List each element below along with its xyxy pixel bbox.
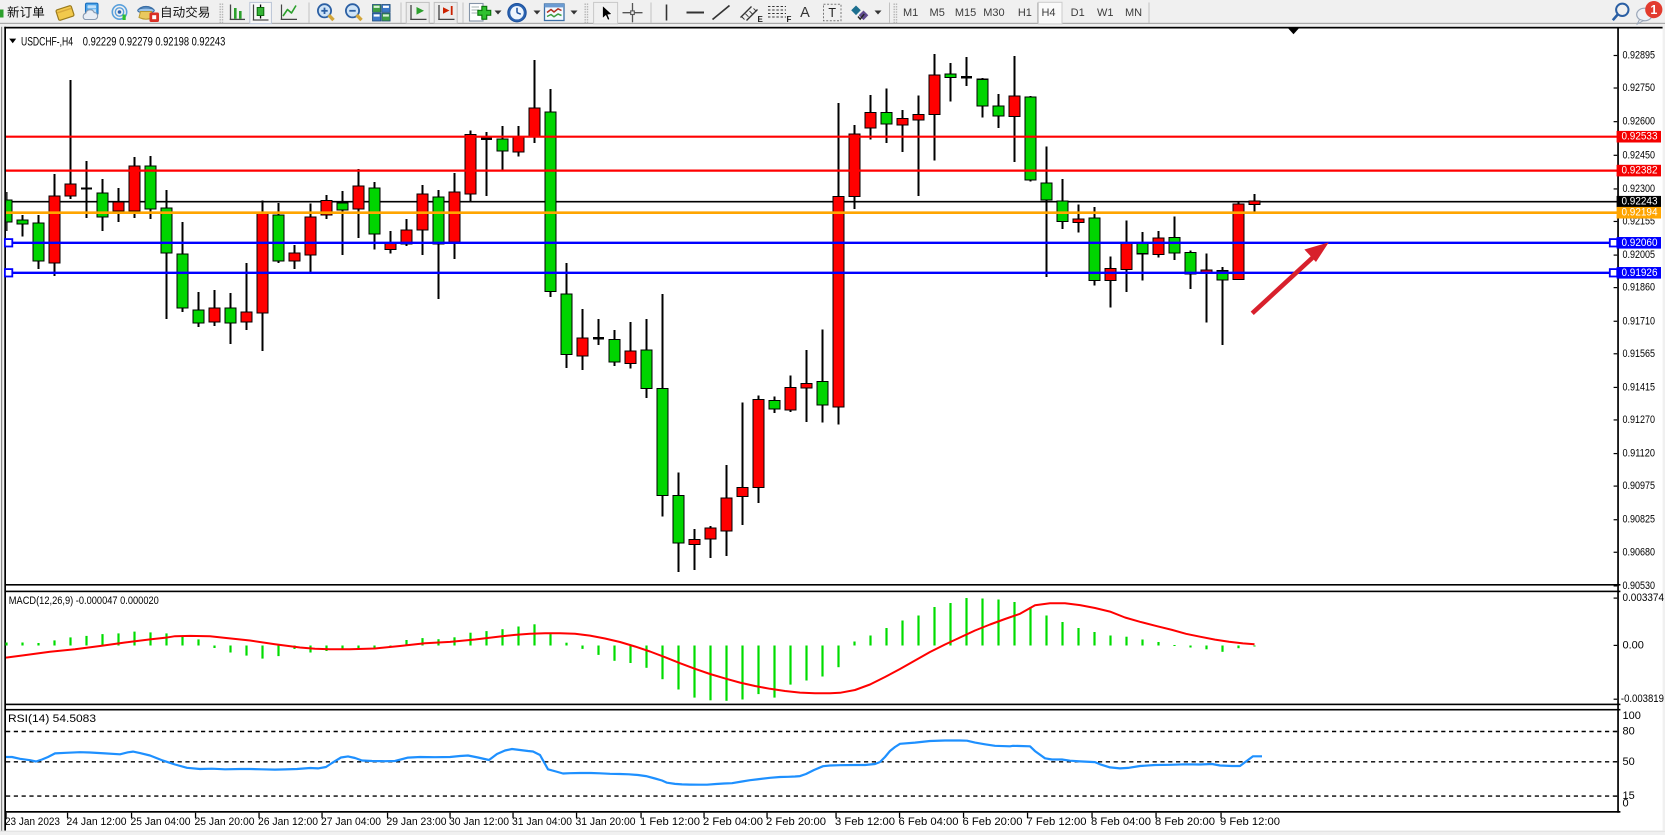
svg-text:0.92300: 0.92300 xyxy=(1623,183,1656,195)
svg-text:H4: H4 xyxy=(1041,7,1055,19)
svg-text:0.92229 0.92279 0.92198 0.9224: 0.92229 0.92279 0.92198 0.92243 xyxy=(83,34,226,48)
svg-text:M30: M30 xyxy=(983,7,1004,19)
svg-text:0.91926: 0.91926 xyxy=(1622,267,1658,279)
svg-text:3 Feb 12:00: 3 Feb 12:00 xyxy=(835,816,895,828)
svg-text:2 Feb 20:00: 2 Feb 20:00 xyxy=(766,816,826,828)
svg-text:9 Feb 12:00: 9 Feb 12:00 xyxy=(1220,816,1280,828)
svg-text:0.90825: 0.90825 xyxy=(1623,514,1656,526)
svg-text:A: A xyxy=(800,5,810,21)
svg-text:26 Jan 12:00: 26 Jan 12:00 xyxy=(258,816,318,828)
svg-text:E: E xyxy=(758,15,764,24)
svg-text:7 Feb 12:00: 7 Feb 12:00 xyxy=(1027,816,1087,828)
svg-text:-0.003819: -0.003819 xyxy=(1621,693,1664,705)
svg-text:0.92194: 0.92194 xyxy=(1622,207,1658,219)
svg-text:0.90530: 0.90530 xyxy=(1623,580,1656,592)
svg-text:MN: MN xyxy=(1125,7,1142,19)
svg-text:29 Jan 23:00: 29 Jan 23:00 xyxy=(387,816,447,828)
svg-text:M1: M1 xyxy=(903,7,918,19)
svg-text:0.91860: 0.91860 xyxy=(1623,282,1656,294)
svg-text:0.91270: 0.91270 xyxy=(1623,414,1656,426)
svg-text:RSI(14) 54.5083: RSI(14) 54.5083 xyxy=(8,713,96,725)
svg-text:0.92750: 0.92750 xyxy=(1623,82,1656,94)
svg-text:8 Feb 04:00: 8 Feb 04:00 xyxy=(1091,816,1151,828)
svg-text:0: 0 xyxy=(1623,798,1629,810)
svg-text:0.92600: 0.92600 xyxy=(1623,116,1656,128)
svg-text:W1: W1 xyxy=(1097,7,1114,19)
svg-text:M5: M5 xyxy=(930,7,945,19)
svg-text:0.91120: 0.91120 xyxy=(1623,448,1656,460)
svg-text:F: F xyxy=(787,15,792,24)
svg-text:1 Feb 12:00: 1 Feb 12:00 xyxy=(640,816,700,828)
svg-text:8 Feb 20:00: 8 Feb 20:00 xyxy=(1155,816,1215,828)
svg-text:80: 80 xyxy=(1623,726,1635,738)
svg-text:50: 50 xyxy=(1623,756,1635,768)
svg-text:0.92005: 0.92005 xyxy=(1623,249,1656,261)
svg-text:1: 1 xyxy=(1650,3,1657,17)
svg-text:0.92533: 0.92533 xyxy=(1622,131,1658,143)
svg-text:31 Jan 04:00: 31 Jan 04:00 xyxy=(512,816,572,828)
svg-text:T: T xyxy=(828,6,836,20)
svg-text:30 Jan 12:00: 30 Jan 12:00 xyxy=(449,816,509,828)
svg-text:0.91415: 0.91415 xyxy=(1623,381,1656,393)
svg-text:6 Feb 04:00: 6 Feb 04:00 xyxy=(899,816,959,828)
svg-text:0.91565: 0.91565 xyxy=(1623,348,1656,360)
svg-text:D1: D1 xyxy=(1071,7,1085,19)
svg-text:24 Jan 12:00: 24 Jan 12:00 xyxy=(67,816,127,828)
svg-text:0.003374: 0.003374 xyxy=(1623,592,1665,604)
svg-text:0.92895: 0.92895 xyxy=(1623,50,1656,62)
svg-text:M15: M15 xyxy=(955,7,976,19)
svg-text:27 Jan 04:00: 27 Jan 04:00 xyxy=(321,816,381,828)
svg-text:0.90680: 0.90680 xyxy=(1623,546,1656,558)
svg-text:0.91710: 0.91710 xyxy=(1623,315,1656,327)
svg-text:31 Jan 20:00: 31 Jan 20:00 xyxy=(576,816,636,828)
svg-text:0.92060: 0.92060 xyxy=(1622,237,1658,249)
svg-text:0.90975: 0.90975 xyxy=(1623,480,1656,492)
svg-text:MACD(12,26,9) -0.000047 0.0000: MACD(12,26,9) -0.000047 0.000020 xyxy=(9,595,159,607)
svg-text:0.00: 0.00 xyxy=(1623,639,1644,651)
svg-text:6 Feb 20:00: 6 Feb 20:00 xyxy=(963,816,1023,828)
svg-text:23 Jan 2023: 23 Jan 2023 xyxy=(5,816,60,828)
svg-text:0.92382: 0.92382 xyxy=(1622,165,1658,177)
svg-text:0.92243: 0.92243 xyxy=(1622,196,1658,208)
svg-text:25 Jan 20:00: 25 Jan 20:00 xyxy=(195,816,255,828)
svg-text:2 Feb 04:00: 2 Feb 04:00 xyxy=(703,816,763,828)
svg-text:100: 100 xyxy=(1623,710,1641,722)
svg-text:25 Jan 04:00: 25 Jan 04:00 xyxy=(131,816,191,828)
svg-text:0.92450: 0.92450 xyxy=(1623,149,1656,161)
svg-text:15: 15 xyxy=(1623,790,1635,802)
svg-text:H1: H1 xyxy=(1018,7,1032,19)
svg-text:USDCHF-,H4: USDCHF-,H4 xyxy=(21,34,73,48)
